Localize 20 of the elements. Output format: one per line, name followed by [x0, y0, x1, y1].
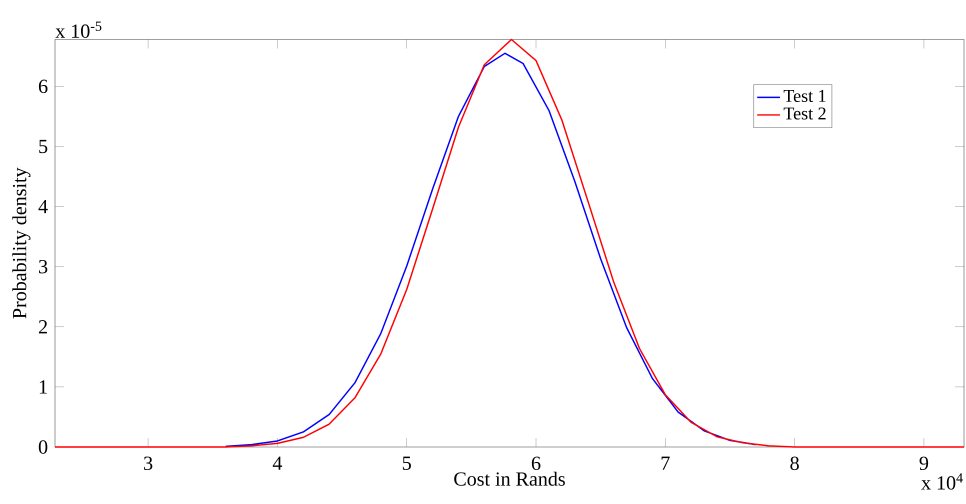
x-tick-label: 7 [662, 456, 670, 470]
x-tick-label: 8 [790, 456, 799, 470]
x-tick-label: 6 [532, 456, 540, 470]
y-tick-label: 1 [40, 380, 47, 394]
y-axis-title: Probability density [12, 167, 30, 318]
y-tick-label: 0 [38, 440, 48, 454]
x-tick-label: 5 [402, 456, 411, 470]
y-tick-label: 2 [38, 320, 47, 334]
x-tick-label: 4 [272, 456, 282, 470]
legend-label: Test 2 [784, 107, 826, 120]
y-tick-label: 4 [38, 200, 48, 214]
x-tick-label: 3 [144, 456, 152, 470]
x-tick-label: 9 [920, 456, 928, 470]
y-tick-label: 5 [39, 140, 48, 154]
y-tick-label: 6 [38, 80, 48, 94]
x-axis-title: Cost in Rands [454, 472, 565, 486]
y-tick-label: 3 [39, 260, 48, 274]
legend-label: Test 1 [784, 90, 826, 102]
text: x 10$^{-5}$ [55, 22, 102, 38]
text: x 10$^{4}$ [921, 473, 963, 490]
